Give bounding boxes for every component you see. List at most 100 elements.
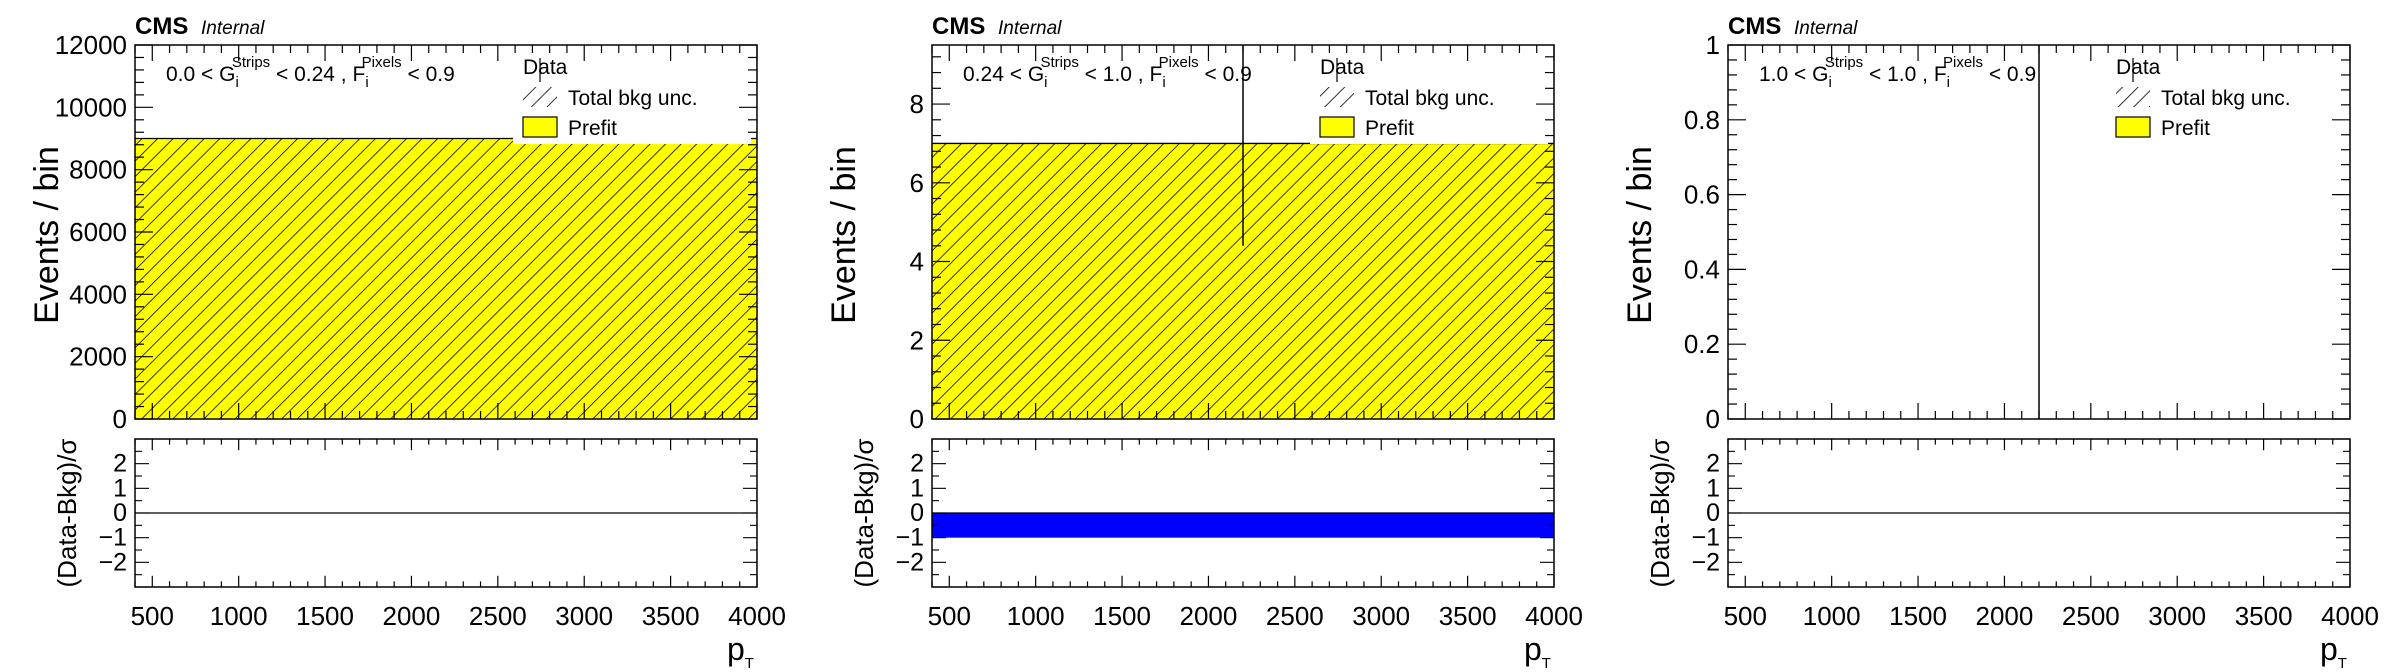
selection-g-sub: i <box>1828 74 1831 91</box>
xtick-label: 500 <box>131 601 174 631</box>
internal-label: Internal <box>998 18 1062 39</box>
selection-g-label: G <box>219 63 235 86</box>
selection-f-sub: i <box>365 74 368 91</box>
main-ytick-label: 0 <box>910 404 924 434</box>
selection-f-label: F <box>1934 63 1947 86</box>
main-ytick-label: 0.8 <box>1684 105 1720 135</box>
selection-high: < 0.24 , <box>270 63 352 86</box>
xtick-label: 4000 <box>1525 601 1583 631</box>
selection-label: 0.0 < Gi Strips < 0.24 , Fi Pixels < 0.9 <box>166 54 455 91</box>
main-ytick-label: 2000 <box>69 342 127 372</box>
ratio-ytick-label: 0 <box>113 499 127 527</box>
legend-data-label: Data <box>1320 56 1365 79</box>
legend-prefit-swatch <box>2115 116 2151 138</box>
ratio-ytick-label: −2 <box>895 548 924 576</box>
x-axis-title: pT <box>1524 631 1551 672</box>
legend-prefit-label: Prefit <box>568 117 617 140</box>
cms-label: CMS <box>932 13 985 40</box>
xtick-label: 3500 <box>1439 601 1497 631</box>
ratio-ytick-label: −1 <box>1691 524 1720 552</box>
selection-f-label: F <box>1149 63 1162 86</box>
xtick-label: 500 <box>928 601 971 631</box>
legend-unc-label: Total bkg unc. <box>2161 87 2291 110</box>
x-axis-title-main: p <box>1524 631 1542 667</box>
internal-label: Internal <box>1794 18 1858 39</box>
ratio-y-axis-title: (Data-Bkg)/σ <box>849 439 879 588</box>
main-ytick-label: 0 <box>1706 404 1720 434</box>
legend-unc-label: Total bkg unc. <box>1365 87 1495 110</box>
ratio-ytick-label: −2 <box>1691 548 1720 576</box>
xtick-label: 3500 <box>2235 601 2293 631</box>
ratio-ytick-label: −1 <box>895 524 924 552</box>
y-axis-title: Events / bin <box>825 146 863 324</box>
legend-data-label: Data <box>2116 56 2161 79</box>
main-ytick-label: 0.6 <box>1684 180 1720 210</box>
xtick-label: 3000 <box>1352 601 1410 631</box>
legend-prefit-swatch <box>1319 116 1355 138</box>
selection-label: 1.0 < Gi Strips < 1.0 , Fi Pixels < 0.9 <box>1759 54 2036 91</box>
selection-low: 0.0 < <box>166 63 219 86</box>
ratio-ytick-label: 2 <box>1706 450 1720 478</box>
x-axis-title-main: p <box>2320 631 2338 667</box>
x-axis-title-sub: T <box>745 655 754 672</box>
legend-unc-label: Total bkg unc. <box>568 87 698 110</box>
selection-f-sub: i <box>1162 74 1165 91</box>
xtick-label: 2500 <box>2062 601 2120 631</box>
ratio-y-axis-title: (Data-Bkg)/σ <box>1645 439 1675 588</box>
legend-unc-swatch <box>523 87 557 107</box>
legend-unc-swatch <box>2116 87 2150 107</box>
y-axis-title: Events / bin <box>1621 146 1659 324</box>
xtick-label: 1500 <box>1889 601 1947 631</box>
main-ytick-label: 0.2 <box>1684 329 1720 359</box>
cms-label: CMS <box>135 13 188 40</box>
ratio-ytick-label: 2 <box>113 450 127 478</box>
ratio-y-axis-title: (Data-Bkg)/σ <box>52 439 82 588</box>
ratio-ytick-label: 1 <box>1706 474 1720 502</box>
selection-f-sub: i <box>1947 74 1950 91</box>
selection-low: 1.0 < <box>1759 63 1812 86</box>
xtick-label: 2500 <box>1266 601 1324 631</box>
xtick-label: 4000 <box>728 601 786 631</box>
xtick-label: 3500 <box>642 601 700 631</box>
main-ytick-label: 10000 <box>55 92 127 122</box>
main-ytick-label: 0 <box>113 404 127 434</box>
y-axis-title: Events / bin <box>28 146 66 324</box>
selection-g-label: G <box>1812 63 1828 86</box>
selection-g-sub: i <box>235 74 238 91</box>
main-ytick-label: 1 <box>1706 30 1720 60</box>
selection-label: 0.24 < Gi Strips < 1.0 , Fi Pixels < 0.9 <box>963 54 1252 91</box>
legend-data-label: Data <box>523 56 568 79</box>
selection-high: < 1.0 , <box>1079 63 1150 86</box>
ratio-ytick-label: −1 <box>98 524 127 552</box>
selection-f-cut: < 0.9 <box>1983 63 2036 86</box>
selection-g-sup: Strips <box>1825 54 1863 71</box>
legend-prefit-label: Prefit <box>2161 117 2210 140</box>
selection-f-label: F <box>352 63 365 86</box>
main-ytick-label: 4 <box>910 247 924 277</box>
selection-f-sup: Pixels <box>1943 54 1983 71</box>
selection-f-sup: Pixels <box>362 54 402 71</box>
cms-label: CMS <box>1728 13 1781 40</box>
main-ytick-label: 8 <box>910 89 924 119</box>
xtick-label: 2500 <box>469 601 527 631</box>
selection-f-cut: < 0.9 <box>1199 63 1252 86</box>
main-ytick-label: 12000 <box>55 30 127 60</box>
legend-unc-swatch <box>1320 87 1354 107</box>
x-axis-title-main: p <box>727 631 745 667</box>
ratio-ytick-label: 0 <box>910 499 924 527</box>
selection-g-sub: i <box>1044 74 1047 91</box>
selection-high: < 1.0 , <box>1863 63 1934 86</box>
x-axis-title: pT <box>2320 631 2347 672</box>
xtick-label: 1000 <box>210 601 268 631</box>
xtick-label: 2000 <box>383 601 441 631</box>
ratio-ytick-label: 0 <box>1706 499 1720 527</box>
ratio-ytick-label: −2 <box>98 548 127 576</box>
legend-prefit-swatch <box>522 116 558 138</box>
xtick-label: 1500 <box>1093 601 1151 631</box>
legend-prefit-label: Prefit <box>1365 117 1414 140</box>
xtick-label: 3000 <box>555 601 613 631</box>
xtick-label: 500 <box>1724 601 1767 631</box>
x-axis-title-sub: T <box>1542 655 1551 672</box>
